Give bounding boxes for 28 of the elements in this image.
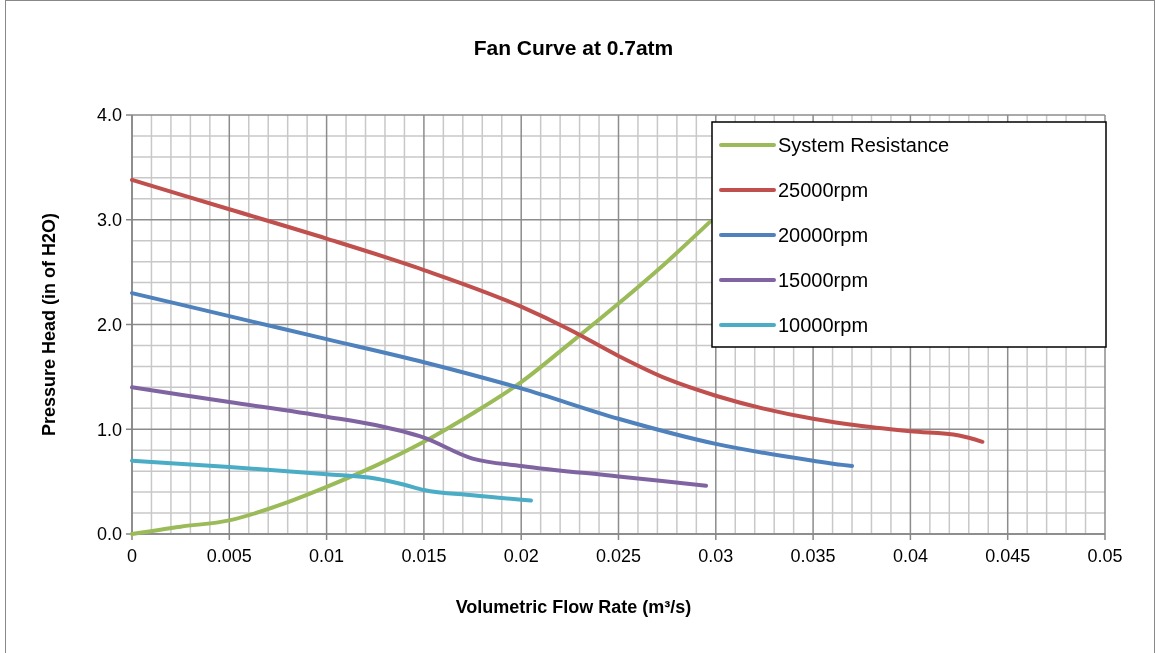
x-tick-label: 0.03 (698, 546, 734, 566)
x-tick-label: 0.045 (985, 546, 1031, 566)
chart-title: Fan Curve at 0.7atm (473, 36, 674, 59)
y-tick-label: 4.0 (96, 105, 122, 126)
y-tick-label: 3.0 (96, 210, 122, 231)
legend-label: System Resistance (778, 134, 950, 156)
legend-label: 10000rpm (778, 314, 869, 336)
line-series (130, 219, 712, 536)
line-series (130, 458, 533, 503)
legend-label: 25000rpm (778, 179, 869, 201)
legend-label: 15000rpm (778, 269, 869, 291)
line-series (130, 385, 709, 488)
x-tick-label: 0.015 (401, 546, 447, 566)
x-tick-label: 0.005 (206, 546, 252, 566)
legend-label: 20000rpm (778, 224, 869, 246)
x-tick-label: 0.035 (790, 546, 836, 566)
x-tick-label: 0.01 (309, 546, 345, 566)
y-axis-title: Pressure Head (in of H2O) (39, 212, 59, 437)
x-tick-label: 0.025 (595, 546, 642, 566)
x-tick-label: 0.04 (892, 546, 928, 566)
y-tick-label: 1.0 (96, 419, 122, 440)
x-tick-label: 0.05 (1087, 546, 1123, 566)
x-axis-title: Volumetric Flow Rate (m³/s) (455, 597, 692, 617)
y-tick-label: 0.0 (96, 524, 122, 545)
x-tick-label: 0 (126, 546, 138, 566)
line-series (130, 177, 985, 444)
y-tick-label: 2.0 (96, 314, 122, 335)
x-tick-label: 0.02 (503, 546, 539, 566)
